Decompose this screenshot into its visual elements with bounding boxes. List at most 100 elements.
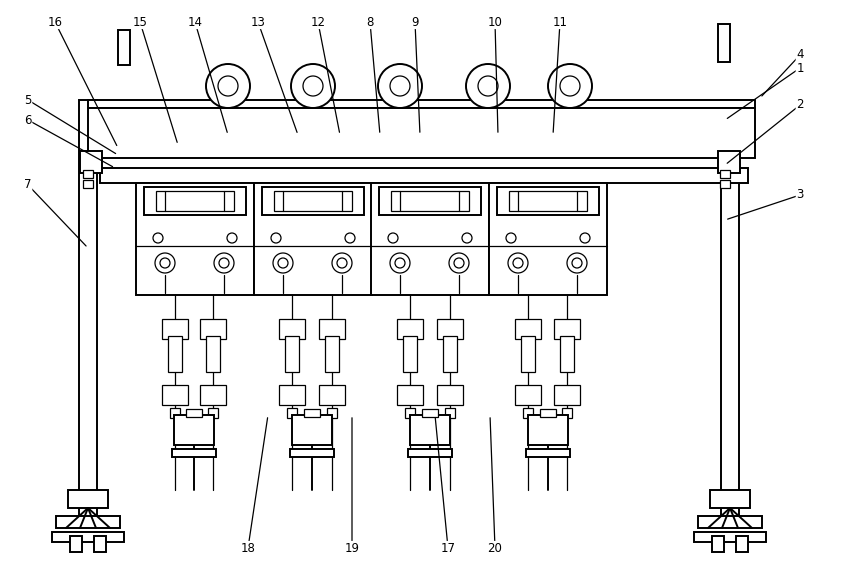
Bar — [554, 318, 580, 339]
Text: 13: 13 — [250, 15, 265, 29]
Bar — [319, 318, 345, 339]
Circle shape — [337, 258, 347, 268]
Circle shape — [466, 64, 510, 108]
Text: 16: 16 — [47, 15, 63, 29]
Bar — [408, 449, 452, 457]
Bar — [371, 183, 489, 295]
Circle shape — [513, 258, 523, 268]
Circle shape — [454, 258, 464, 268]
Bar — [262, 187, 364, 215]
Bar — [712, 536, 724, 552]
Bar — [718, 24, 730, 62]
Bar — [287, 408, 297, 418]
Circle shape — [388, 233, 398, 243]
Bar — [422, 409, 438, 417]
Bar — [528, 415, 568, 445]
Bar — [168, 336, 182, 371]
Bar — [200, 318, 226, 339]
Bar — [94, 536, 106, 552]
Circle shape — [291, 64, 335, 108]
Text: 6: 6 — [25, 113, 31, 126]
Circle shape — [572, 258, 582, 268]
Bar — [88, 100, 755, 108]
Bar — [443, 336, 457, 371]
Text: 2: 2 — [796, 98, 804, 112]
Circle shape — [155, 253, 175, 273]
Circle shape — [567, 253, 587, 273]
Circle shape — [548, 64, 592, 108]
Bar — [325, 336, 339, 371]
Circle shape — [214, 253, 234, 273]
Circle shape — [206, 64, 250, 108]
Bar — [560, 336, 574, 371]
Bar — [52, 532, 124, 542]
Bar — [445, 408, 455, 418]
Bar — [405, 408, 415, 418]
Text: 20: 20 — [488, 542, 502, 555]
Text: 12: 12 — [310, 15, 326, 29]
Text: 1: 1 — [796, 61, 804, 74]
Circle shape — [218, 76, 238, 96]
Bar — [100, 168, 748, 183]
Bar — [554, 384, 580, 404]
Bar — [83, 170, 93, 178]
Bar — [254, 183, 372, 295]
Bar — [720, 170, 730, 178]
Bar — [290, 449, 334, 457]
Circle shape — [160, 258, 170, 268]
Circle shape — [560, 76, 580, 96]
Text: 15: 15 — [132, 15, 148, 29]
Text: 19: 19 — [344, 542, 360, 555]
Bar — [379, 187, 481, 215]
Text: 8: 8 — [366, 15, 374, 29]
Bar — [437, 384, 463, 404]
Text: 18: 18 — [241, 542, 255, 555]
Bar — [391, 191, 469, 211]
Bar — [279, 318, 305, 339]
Text: 7: 7 — [25, 178, 31, 191]
Circle shape — [580, 233, 590, 243]
Circle shape — [273, 253, 293, 273]
Bar — [174, 415, 214, 445]
Bar — [206, 336, 220, 371]
Bar — [144, 187, 246, 215]
Bar — [710, 490, 750, 508]
Bar — [136, 183, 254, 295]
Bar — [70, 536, 82, 552]
Bar — [162, 384, 188, 404]
Text: 4: 4 — [796, 49, 804, 61]
Circle shape — [390, 76, 410, 96]
Text: 3: 3 — [796, 188, 804, 201]
Bar — [80, 151, 102, 173]
Circle shape — [508, 253, 528, 273]
Circle shape — [219, 258, 229, 268]
Bar — [83, 180, 93, 188]
Circle shape — [278, 258, 288, 268]
Circle shape — [390, 253, 410, 273]
Bar — [515, 318, 541, 339]
Bar — [497, 187, 599, 215]
Bar — [79, 100, 97, 520]
Circle shape — [478, 76, 498, 96]
Bar — [319, 384, 345, 404]
Bar — [88, 108, 755, 158]
Bar — [509, 191, 587, 211]
Bar — [521, 336, 535, 371]
Bar — [397, 318, 423, 339]
Bar — [562, 408, 572, 418]
Circle shape — [303, 76, 323, 96]
Bar — [274, 191, 352, 211]
Bar — [489, 183, 607, 295]
Bar — [327, 408, 337, 418]
Circle shape — [227, 233, 237, 243]
Bar — [437, 318, 463, 339]
Bar — [304, 409, 320, 417]
Circle shape — [506, 233, 516, 243]
Bar — [540, 409, 556, 417]
Bar — [720, 180, 730, 188]
Bar — [397, 384, 423, 404]
Bar — [279, 384, 305, 404]
Circle shape — [449, 253, 469, 273]
Text: 10: 10 — [488, 15, 502, 29]
Bar — [292, 415, 332, 445]
